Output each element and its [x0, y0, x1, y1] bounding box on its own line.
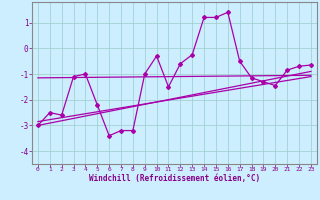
X-axis label: Windchill (Refroidissement éolien,°C): Windchill (Refroidissement éolien,°C) — [89, 174, 260, 183]
